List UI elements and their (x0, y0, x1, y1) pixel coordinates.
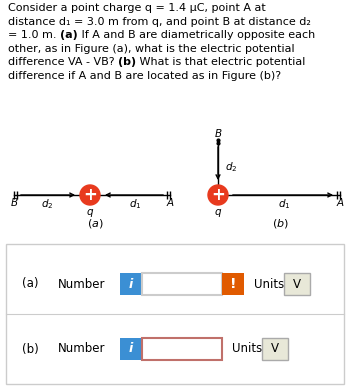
Text: difference if A and B are located as in Figure (b)?: difference if A and B are located as in … (8, 71, 281, 80)
FancyBboxPatch shape (284, 273, 310, 295)
Text: $(b)$: $(b)$ (272, 217, 288, 230)
Text: If A and B are diametrically opposite each: If A and B are diametrically opposite ea… (78, 30, 315, 40)
Text: What is that electric potential: What is that electric potential (136, 57, 306, 67)
Bar (219, 189, 224, 194)
FancyBboxPatch shape (120, 273, 142, 295)
Text: (a): (a) (60, 30, 78, 40)
Text: q: q (215, 207, 221, 217)
Text: A: A (336, 198, 344, 208)
Text: Units: Units (232, 343, 262, 356)
Text: $(a)$: $(a)$ (87, 217, 103, 230)
Text: $d_2$: $d_2$ (225, 161, 237, 174)
Text: i: i (129, 278, 133, 290)
Text: V: V (271, 343, 279, 356)
Text: q: q (87, 207, 93, 217)
Text: (b): (b) (118, 57, 136, 67)
FancyBboxPatch shape (262, 338, 288, 360)
Text: !: ! (230, 277, 236, 291)
Text: $d_1$: $d_1$ (129, 197, 141, 211)
Text: +: + (83, 186, 97, 204)
Text: B: B (10, 198, 18, 208)
FancyBboxPatch shape (142, 273, 222, 295)
Text: (a): (a) (22, 278, 38, 290)
Text: V: V (293, 278, 301, 290)
Text: Units: Units (254, 278, 284, 290)
Text: (b): (b) (22, 343, 39, 356)
Text: $d_1$: $d_1$ (278, 197, 290, 211)
Text: = 1.0 m.: = 1.0 m. (8, 30, 60, 40)
Text: A: A (167, 198, 174, 208)
FancyBboxPatch shape (120, 338, 142, 360)
FancyBboxPatch shape (142, 338, 222, 360)
FancyBboxPatch shape (6, 244, 344, 384)
Text: Number: Number (58, 278, 105, 290)
Text: distance d₁ = 3.0 m from q, and point B at distance d₂: distance d₁ = 3.0 m from q, and point B … (8, 16, 311, 27)
Text: difference VA - VB?: difference VA - VB? (8, 57, 118, 67)
Circle shape (80, 185, 100, 205)
Text: i: i (129, 343, 133, 356)
Text: +: + (211, 186, 225, 204)
Text: B: B (215, 129, 222, 139)
Text: $d_2$: $d_2$ (41, 197, 53, 211)
FancyBboxPatch shape (222, 273, 244, 295)
Circle shape (208, 185, 228, 205)
Text: Consider a point charge q = 1.4 μC, point A at: Consider a point charge q = 1.4 μC, poin… (8, 3, 266, 13)
Text: Number: Number (58, 343, 105, 356)
Text: other, as in Figure (a), what is the electric potential: other, as in Figure (a), what is the ele… (8, 44, 295, 53)
